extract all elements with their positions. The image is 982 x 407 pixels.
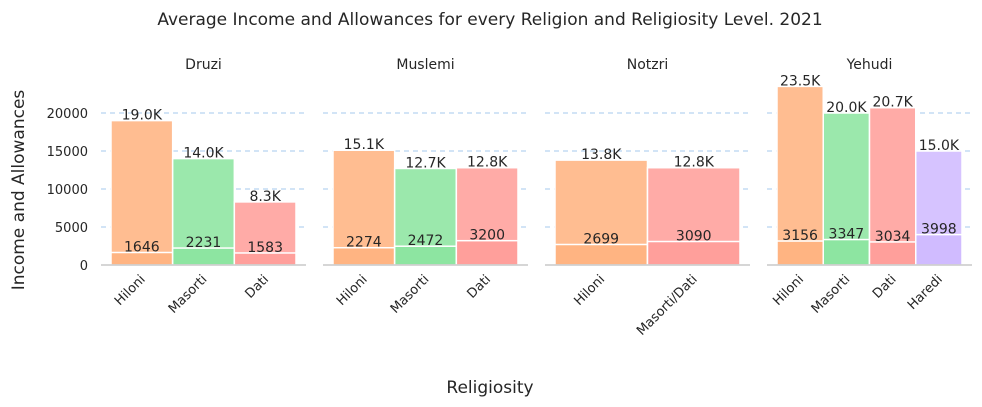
allowance-bar xyxy=(455,239,519,266)
panel-muslemi: Muslemi 15.1K 2274 Hiloni 12.7K 2472 Masorti 12… xyxy=(323,57,528,317)
x-tick-label: Hiloni xyxy=(334,272,371,309)
x-tick-label: Hiloni xyxy=(571,272,608,309)
income-value-label: 12.7K xyxy=(405,155,446,171)
income-bar xyxy=(776,85,824,266)
panel-druzi: Druzi 0 5000 10000 15000 20000 19.0K 1646 Hiloni… xyxy=(47,57,306,317)
allowance-value-label: 3200 xyxy=(469,228,505,244)
income-value-label: 14.0K xyxy=(183,146,224,162)
allowance-bar xyxy=(554,243,649,266)
x-tick-label: Masorti/Dati xyxy=(634,272,700,338)
panel-title: Muslemi xyxy=(396,57,454,73)
y-axis-label: Income and Allowances xyxy=(9,90,29,291)
income-bar xyxy=(171,157,236,266)
income-value-label: 23.5K xyxy=(780,73,821,89)
allowance-value-label: 3090 xyxy=(676,229,712,245)
y-tick-label: 10000 xyxy=(47,183,88,198)
allowance-value-label: 1583 xyxy=(247,240,283,256)
x-tick-label: Dati xyxy=(465,272,494,301)
x-axis-label: Religiosity xyxy=(446,378,533,398)
allowance-value-label: 2472 xyxy=(408,233,444,249)
income-value-label: 15.0K xyxy=(919,138,960,154)
x-tick-label: Hiloni xyxy=(770,272,807,309)
allowance-value-label: 2231 xyxy=(186,235,222,251)
income-value-label: 8.3K xyxy=(249,189,281,205)
panel-notzri: Notzri 13.8K 2699 Hiloni 12.8K 3090 Masorti/Da… xyxy=(545,57,750,339)
y-tick-label: 5000 xyxy=(55,221,88,236)
allowance-bar xyxy=(646,240,741,266)
panel-title: Yehudi xyxy=(846,57,893,73)
x-tick-label: Dati xyxy=(870,272,899,301)
panel-title: Druzi xyxy=(185,57,222,73)
x-tick-label: Dati xyxy=(243,272,272,301)
allowance-value-label: 3034 xyxy=(875,229,911,245)
income-value-label: 15.1K xyxy=(344,137,385,153)
allowance-value-label: 3347 xyxy=(829,227,865,243)
income-value-label: 12.8K xyxy=(467,155,508,171)
allowance-value-label: 3156 xyxy=(782,228,818,244)
x-tick-label: Haredi xyxy=(905,272,946,313)
income-value-label: 20.0K xyxy=(826,100,867,116)
income-bar xyxy=(332,149,396,266)
allowance-bar xyxy=(822,238,871,266)
income-value-label: 13.8K xyxy=(581,147,622,163)
income-value-label: 19.0K xyxy=(122,108,163,124)
allowance-bar xyxy=(868,241,917,266)
allowance-bar xyxy=(915,233,963,266)
income-value-label: 20.7K xyxy=(872,95,913,111)
panels-group: Druzi 0 5000 10000 15000 20000 19.0K 1646 Hiloni… xyxy=(47,57,972,339)
y-tick-label: 0 xyxy=(80,259,88,274)
panel-yehudi: Yehudi 23.5K 3156 Hiloni 20.0K 3347 Masorti 20.… xyxy=(767,57,972,317)
x-tick-label: Masorti xyxy=(166,272,211,317)
x-tick-label: Masorti xyxy=(388,272,433,317)
allowance-bar xyxy=(776,240,824,266)
allowance-value-label: 3998 xyxy=(921,222,957,238)
allowance-value-label: 2274 xyxy=(346,235,382,251)
allowance-value-label: 1646 xyxy=(124,239,160,255)
x-tick-label: Hiloni xyxy=(112,272,149,309)
y-tick-label: 20000 xyxy=(47,107,88,122)
chart-title: Average Income and Allowances for every … xyxy=(157,10,822,30)
y-tick-label: 15000 xyxy=(47,145,88,160)
panel-title: Notzri xyxy=(627,57,669,73)
income-value-label: 12.8K xyxy=(674,155,715,171)
allowance-value-label: 2699 xyxy=(583,231,619,247)
x-tick-label: Masorti xyxy=(809,272,854,317)
